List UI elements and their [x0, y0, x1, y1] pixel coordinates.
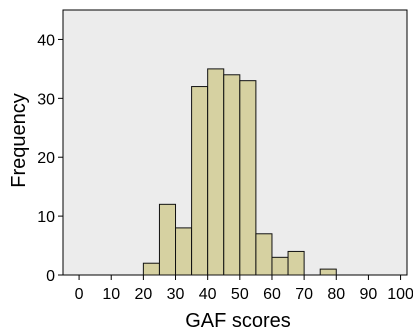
x-tick-label: 0 [75, 286, 84, 303]
x-tick-label: 60 [263, 286, 281, 303]
histogram-bar [175, 227, 193, 276]
x-tick-label: 50 [231, 286, 249, 303]
y-tick-labels: 0 10 20 30 40 [37, 32, 55, 285]
x-tick-labels: 0 10 20 30 40 50 60 70 80 90 100 [75, 286, 413, 303]
y-tick-label: 30 [37, 91, 55, 108]
axes-group [58, 38, 402, 280]
histogram-bar [142, 262, 160, 276]
histogram-bar [287, 250, 305, 276]
histogram-bar [271, 256, 289, 276]
y-tick-label: 10 [37, 209, 55, 226]
x-tick-label: 30 [167, 286, 185, 303]
histogram-bar [191, 86, 209, 276]
histogram-bar [239, 80, 257, 276]
histogram-bar [207, 68, 225, 276]
histogram-bar [255, 233, 273, 276]
y-axis-label: Frequency [8, 93, 30, 188]
x-tick-label: 100 [387, 286, 413, 303]
histogram-bar [223, 74, 241, 276]
x-axis-label: GAF scores [185, 310, 291, 332]
x-tick-label: 10 [102, 286, 120, 303]
x-tick-label: 20 [134, 286, 152, 303]
x-tick-label: 40 [199, 286, 217, 303]
x-tick-label: 70 [295, 286, 313, 303]
y-tick-label: 40 [37, 32, 55, 49]
x-tick-label: 90 [360, 286, 378, 303]
bars-group [142, 68, 337, 276]
histogram-bar [158, 203, 177, 276]
y-tick-label: 20 [37, 150, 55, 167]
y-tick-label: 0 [46, 268, 55, 285]
x-tick-label: 80 [327, 286, 345, 303]
histogram-bar [319, 268, 337, 276]
